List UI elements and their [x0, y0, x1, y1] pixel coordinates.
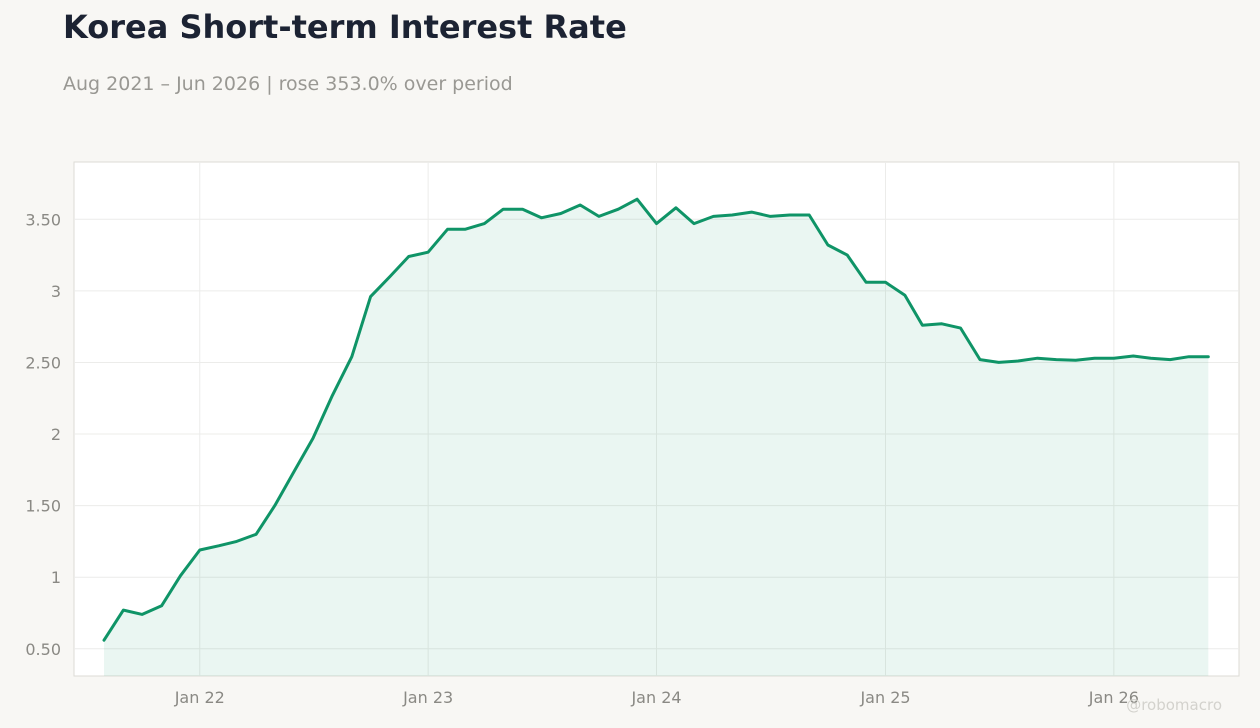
x-tick-label: Jan 24 — [630, 688, 681, 707]
y-tick-label: 1 — [51, 568, 61, 587]
x-tick-label: Jan 23 — [402, 688, 453, 707]
y-tick-label: 3.50 — [25, 210, 61, 229]
y-axis-ticks: 0.50 1 1.50 2 2.50 3 3.50 — [25, 210, 61, 659]
x-tick-label: Jan 25 — [859, 688, 910, 707]
x-tick-label: Jan 26 — [1088, 688, 1139, 707]
x-tick-label: Jan 22 — [174, 688, 225, 707]
chart-subtitle: Aug 2021 – Jun 2026 | rose 353.0% over p… — [63, 73, 513, 95]
y-tick-label: 3 — [51, 282, 61, 301]
series-line — [102, 197, 1210, 642]
x-axis-ticks: Jan 22 Jan 23 Jan 24 Jan 25 Jan 26 — [174, 688, 1139, 707]
area-fill — [104, 199, 1209, 676]
chart-title: Korea Short-term Interest Rate — [63, 8, 627, 46]
y-tick-label: 1.50 — [25, 497, 61, 516]
y-tick-label: 2 — [51, 425, 61, 444]
gridlines — [74, 162, 1239, 676]
y-tick-label: 0.50 — [25, 640, 61, 659]
watermark: @robomacro — [1126, 696, 1222, 714]
y-tick-label: 2.50 — [25, 353, 61, 372]
